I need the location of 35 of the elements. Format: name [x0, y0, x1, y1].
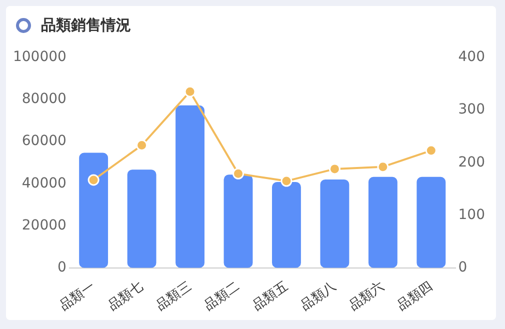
point: [377, 161, 389, 173]
point: [425, 144, 437, 156]
x-tick-label: 品類一: [57, 278, 98, 314]
x-tick-label: 品類四: [394, 278, 436, 314]
y-tick-label: 40000: [22, 175, 66, 192]
bar: [176, 105, 204, 268]
y-tick-label: 80000: [22, 91, 66, 108]
bar: [79, 152, 108, 268]
y-tick-label: 20000: [22, 217, 66, 234]
bar: [416, 176, 446, 268]
y-tick-label: 0: [58, 259, 66, 276]
point: [328, 163, 340, 175]
x-tick-label: 品類七: [105, 278, 146, 314]
x-tick-label: 品類五: [250, 278, 291, 314]
y-tick-label: 60000: [22, 133, 66, 150]
x-tick-label: 品類八: [298, 278, 339, 314]
bar: [320, 179, 350, 268]
y2-tick-label: 100: [458, 206, 486, 223]
point: [184, 86, 196, 98]
y-tick-label: 100000: [12, 49, 66, 66]
bar: [224, 174, 253, 268]
bar: [127, 170, 156, 268]
point: [280, 175, 292, 187]
x-tick-label: 品類六: [346, 278, 388, 314]
chart-title: 品類銷售情況: [41, 16, 131, 35]
bar: [272, 182, 301, 268]
bar: [368, 176, 398, 268]
y2-tick-label: 300: [458, 102, 486, 118]
y2-tick-label: 400: [458, 49, 486, 66]
point: [232, 168, 244, 180]
y2-tick-label: 0: [458, 259, 468, 276]
x-tick-label: 品類三: [154, 278, 194, 314]
x-tick-label: 品類二: [202, 278, 242, 314]
point: [88, 174, 100, 186]
y2-tick-label: 200: [458, 154, 486, 170]
